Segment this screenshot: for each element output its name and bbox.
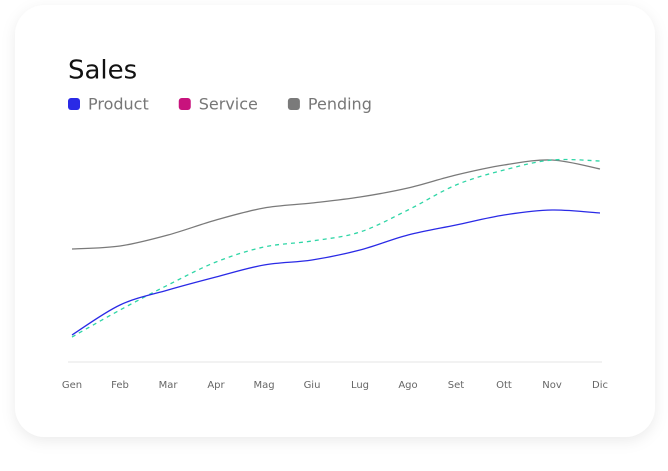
legend-label: Pending: [308, 95, 372, 114]
x-tick-label: Mag: [253, 380, 274, 391]
legend-swatch: [287, 98, 300, 110]
x-tick-label: Apr: [207, 380, 225, 391]
card: [15, 5, 655, 437]
series-line: [71, 209, 601, 336]
x-tick-label: Dic: [592, 380, 608, 391]
legend-swatch: [178, 98, 191, 110]
x-tick-label: Ott: [496, 380, 512, 391]
x-tick-label: Lug: [351, 380, 369, 391]
x-tick-label: Nov: [542, 380, 562, 391]
x-tick-label: Feb: [111, 380, 129, 391]
legend-label: Product: [88, 95, 149, 114]
x-tick-label: Gen: [62, 380, 82, 391]
x-tick-label: Giu: [304, 380, 321, 391]
series-line: [71, 159, 601, 250]
chart-title: Sales: [68, 56, 137, 86]
x-tick-label: Mar: [159, 380, 179, 391]
x-tick-label: Ago: [398, 380, 417, 391]
x-tick-label: Set: [448, 380, 465, 391]
legend-label: Service: [199, 95, 258, 114]
legend-swatch: [68, 98, 80, 110]
series-line: [71, 158, 601, 338]
